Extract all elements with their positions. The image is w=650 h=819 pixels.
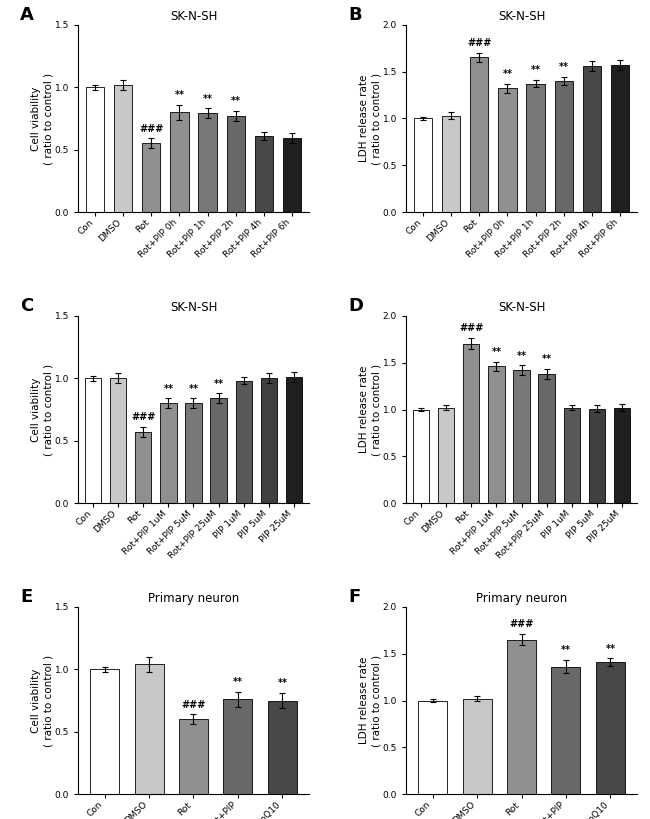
Text: **: ** [188,383,198,394]
Bar [179,719,208,794]
Text: **: ** [530,66,541,75]
Bar [442,115,460,212]
Bar [142,143,161,212]
Bar [85,378,101,504]
Bar [86,87,104,212]
Text: B: B [348,6,362,24]
Text: **: ** [541,355,552,364]
Bar [614,408,630,504]
Text: **: ** [491,347,501,357]
Bar [286,377,302,504]
Text: **: ** [502,69,512,79]
Bar [224,699,252,794]
Bar [463,699,491,794]
Text: F: F [348,588,361,606]
Text: D: D [348,296,363,314]
Bar [255,136,273,212]
Bar [413,410,429,504]
Title: SK-N-SH: SK-N-SH [498,11,545,24]
Text: ###: ### [181,699,205,709]
Title: SK-N-SH: SK-N-SH [170,11,217,24]
Bar [499,88,517,212]
Y-axis label: LDH release rate
( ratio to control ): LDH release rate ( ratio to control ) [359,364,381,455]
Text: ###: ### [510,619,534,629]
Bar [507,640,536,794]
Bar [551,667,580,794]
Bar [538,373,554,504]
Text: **: ** [203,93,213,104]
Bar [235,381,252,504]
Text: **: ** [278,678,287,688]
Bar [161,403,177,504]
Title: SK-N-SH: SK-N-SH [498,301,545,314]
Y-axis label: Cell viability
( ratio to control ): Cell viability ( ratio to control ) [31,72,53,165]
Text: **: ** [214,378,224,388]
Text: **: ** [559,62,569,72]
Bar [611,65,629,212]
Bar [198,114,216,212]
Text: E: E [20,588,32,606]
Bar [261,378,277,504]
Text: **: ** [561,645,571,655]
Text: **: ** [163,383,174,394]
Bar [438,408,454,504]
Text: ###: ### [459,324,484,333]
Text: ###: ### [467,38,491,48]
Text: **: ** [231,97,240,106]
Bar [583,66,601,212]
Bar [554,81,573,212]
Text: A: A [20,6,34,24]
Bar [211,398,227,504]
Y-axis label: Cell viability
( ratio to control ): Cell viability ( ratio to control ) [31,654,53,747]
Bar [268,700,297,794]
Text: ###: ### [139,124,163,133]
Bar [414,119,432,212]
Title: Primary neuron: Primary neuron [476,592,567,605]
Title: SK-N-SH: SK-N-SH [170,301,217,314]
Bar [227,116,245,212]
Bar [170,112,188,212]
Bar [526,84,545,212]
Y-axis label: LDH release rate
( ratio to control ): LDH release rate ( ratio to control ) [359,654,381,747]
Bar [90,669,119,794]
Bar [514,370,530,504]
Bar [185,403,202,504]
Y-axis label: LDH release rate
( ratio to control ): LDH release rate ( ratio to control ) [359,72,381,165]
Bar [564,408,580,504]
Text: ###: ### [131,412,155,423]
Bar [135,664,164,794]
Text: **: ** [517,351,526,360]
Bar [110,378,126,504]
Bar [114,84,132,212]
Bar [463,344,480,504]
Bar [418,700,447,794]
Bar [488,366,504,504]
Text: C: C [20,296,34,314]
Text: **: ** [233,677,243,687]
Bar [135,432,151,504]
Text: **: ** [605,644,616,654]
Bar [589,409,605,504]
Text: **: ** [174,90,185,100]
Bar [470,57,488,212]
Y-axis label: Cell viability
( ratio to control ): Cell viability ( ratio to control ) [31,364,53,455]
Bar [596,662,625,794]
Bar [283,138,301,212]
Title: Primary neuron: Primary neuron [148,592,239,605]
